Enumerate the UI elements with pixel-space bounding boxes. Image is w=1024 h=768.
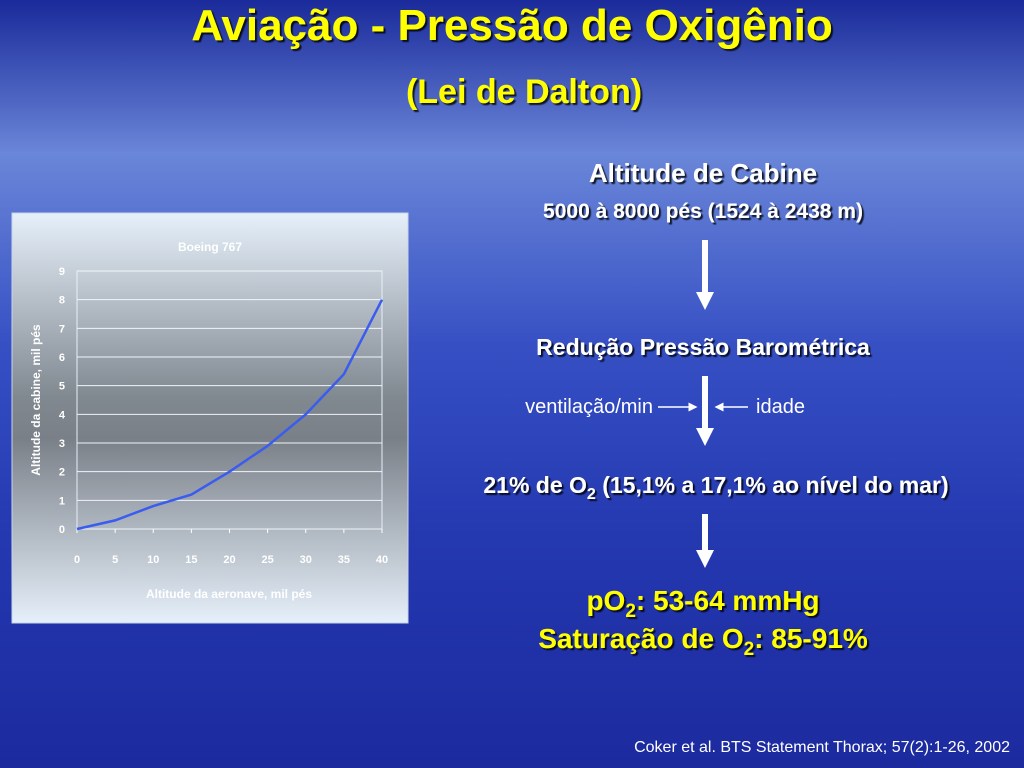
x-tick-label: 40 bbox=[376, 554, 388, 566]
y-tick-label: 1 bbox=[59, 495, 65, 507]
cabin-range: 5000 à 8000 pés (1524 à 2438 m) bbox=[543, 200, 863, 223]
chart-panel bbox=[11, 212, 409, 624]
x-tick-label: 35 bbox=[338, 554, 350, 566]
x-tick-label: 20 bbox=[223, 554, 235, 566]
y-tick-label: 3 bbox=[59, 438, 65, 450]
x-tick-label: 30 bbox=[300, 554, 312, 566]
y-tick-label: 0 bbox=[59, 524, 65, 536]
text: : 85-91% bbox=[754, 623, 868, 654]
text: : 53-64 mmHg bbox=[636, 585, 820, 616]
x-tick-label: 10 bbox=[147, 554, 159, 566]
chart-title: Boeing 767 bbox=[178, 240, 242, 254]
chart: 0 1 2 3 4 5 6 7 8 9 0 5 10 15 20 25 30 35 40 bbox=[59, 266, 388, 566]
y-tick-label: 4 bbox=[59, 409, 66, 421]
citation: Coker et al. BTS Statement Thorax; 57(2)… bbox=[634, 739, 1010, 756]
y-tick-label: 9 bbox=[59, 266, 65, 278]
x-tick-label: 25 bbox=[262, 554, 274, 566]
saturation-line: Saturação de O2: 85-91% bbox=[538, 623, 868, 660]
x-tick-label: 0 bbox=[74, 554, 80, 566]
subscript: 2 bbox=[625, 601, 636, 622]
left-factor: ventilação/min bbox=[525, 396, 653, 418]
text: 21% de O bbox=[483, 472, 587, 498]
po2-line: pO2: 53-64 mmHg bbox=[586, 585, 819, 622]
x-tick-label: 5 bbox=[112, 554, 118, 566]
slide-title: Aviação - Pressão de Oxigênio bbox=[191, 1, 833, 50]
x-axis-title: Altitude da aeronave, mil pés bbox=[146, 587, 312, 601]
y-tick-label: 7 bbox=[59, 323, 65, 335]
flow-arrows bbox=[696, 240, 714, 568]
right-factor: idade bbox=[756, 396, 805, 418]
reduction: Redução Pressão Barométrica bbox=[536, 334, 870, 360]
y-tick-label: 8 bbox=[59, 295, 65, 307]
subscript: 2 bbox=[587, 486, 596, 503]
y-tick-label: 5 bbox=[59, 381, 65, 393]
text: Saturação de O bbox=[538, 623, 743, 654]
y-tick-label: 6 bbox=[59, 352, 65, 364]
y-axis-title: Altitude da cabine, mil pés bbox=[29, 324, 43, 476]
text: pO bbox=[586, 585, 625, 616]
o2-line: 21% de O2 (15,1% a 17,1% ao nível do mar… bbox=[483, 472, 948, 503]
y-tick-label: 2 bbox=[59, 467, 65, 479]
subscript: 2 bbox=[744, 639, 755, 660]
x-tick-label: 15 bbox=[185, 554, 197, 566]
slide-subtitle: (Lei de Dalton) bbox=[406, 73, 642, 111]
cabin-heading: Altitude de Cabine bbox=[589, 158, 817, 188]
data-line bbox=[76, 299, 384, 531]
text: (15,1% a 17,1% ao nível do mar) bbox=[596, 472, 949, 498]
